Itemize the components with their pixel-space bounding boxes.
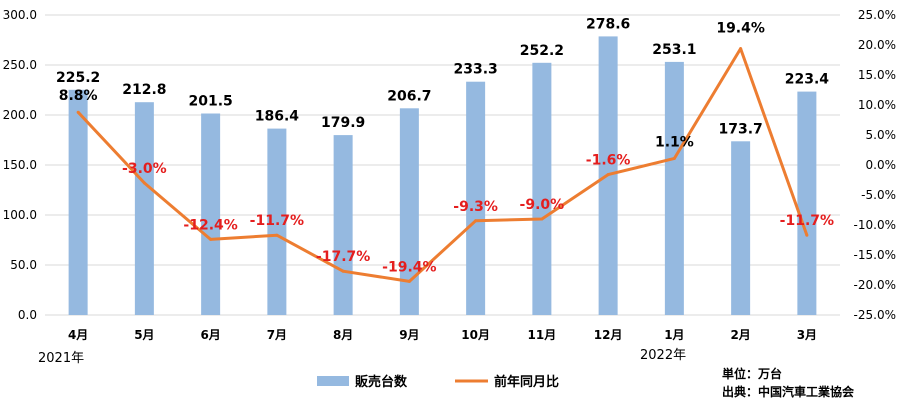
bar-value-label: 225.2 bbox=[56, 70, 100, 86]
yoy-value-label: 1.1% bbox=[655, 134, 694, 150]
bar bbox=[797, 91, 817, 315]
category-label: 7月 bbox=[267, 328, 287, 342]
category-label: 11月 bbox=[528, 328, 557, 342]
yoy-value-label: 19.4% bbox=[716, 21, 765, 37]
grid-layer bbox=[45, 14, 840, 316]
yoy-value-label: -12.4% bbox=[183, 217, 237, 233]
bar bbox=[333, 135, 353, 315]
bar bbox=[201, 113, 221, 315]
bar-value-label: 278.6 bbox=[586, 16, 630, 32]
yoy-value-label: -17.7% bbox=[316, 249, 370, 265]
yoy-value-label: -11.7% bbox=[780, 213, 834, 229]
bar-value-label: 252.2 bbox=[520, 43, 564, 59]
bar-value-label: 253.1 bbox=[652, 42, 696, 58]
line-point bbox=[606, 173, 610, 177]
yoy-value-label: -19.4% bbox=[382, 259, 436, 275]
line-point bbox=[76, 110, 80, 114]
bar bbox=[267, 128, 287, 315]
year-label-2021: 2021年 bbox=[38, 351, 84, 366]
line-point bbox=[275, 233, 279, 237]
labels-layer: 225.2 212.8 201.5 186.4 179.9 206.7 233.3 252.2… bbox=[56, 16, 834, 275]
left-tick-label: 0.0 bbox=[18, 308, 37, 322]
category-label: 8月 bbox=[333, 328, 353, 342]
line-point bbox=[407, 279, 411, 283]
legend: 販売台数 前年同月比 bbox=[317, 374, 559, 390]
year-label-2022: 2022年 bbox=[640, 348, 686, 363]
category-axis: 4月 5月 6月 7月 8月 9月 10月 11月 12月 1月 2月 3月 bbox=[68, 328, 817, 342]
right-tick-label: 25.0% bbox=[858, 8, 896, 22]
left-tick-label: 300.0 bbox=[3, 8, 37, 22]
left-tick-label: 150.0 bbox=[3, 158, 37, 172]
bar-value-label: 206.7 bbox=[387, 88, 431, 104]
right-tick-label: -20.0% bbox=[854, 278, 896, 292]
left-tick-label: 100.0 bbox=[3, 208, 37, 222]
right-tick-label: -10.0% bbox=[854, 218, 896, 232]
unit-note: 単位：万台 bbox=[722, 366, 782, 381]
line-point bbox=[142, 181, 146, 185]
yoy-value-label: -11.7% bbox=[250, 213, 304, 229]
right-axis: -25.0% -20.0% -15.0% -10.0% -5.0% 0.0% 5.0% 10.… bbox=[854, 8, 896, 322]
yoy-value-label: -9.3% bbox=[453, 199, 498, 215]
right-tick-label: 15.0% bbox=[858, 68, 896, 82]
legend-bar-label: 販売台数 bbox=[355, 374, 408, 390]
left-tick-label: 200.0 bbox=[3, 108, 37, 122]
yoy-value-label: 8.8% bbox=[59, 88, 98, 104]
line-point bbox=[341, 269, 345, 273]
bar bbox=[134, 102, 154, 315]
yoy-value-label: -3.0% bbox=[122, 161, 167, 177]
category-label: 6月 bbox=[200, 328, 220, 342]
yoy-value-label: -1.6% bbox=[586, 153, 631, 169]
category-label: 9月 bbox=[399, 328, 419, 342]
right-tick-label: -25.0% bbox=[854, 308, 896, 322]
category-label: 12月 bbox=[594, 328, 623, 342]
right-tick-label: -15.0% bbox=[854, 248, 896, 262]
bar bbox=[532, 62, 552, 315]
right-tick-label: 10.0% bbox=[858, 98, 896, 112]
right-tick-label: 5.0% bbox=[866, 128, 897, 142]
source-note: 出典：中国汽車工業協会 bbox=[722, 384, 855, 399]
bar-value-label: 186.4 bbox=[255, 109, 300, 125]
category-label: 4月 bbox=[68, 328, 88, 342]
legend-bar-swatch bbox=[317, 376, 349, 386]
line-point bbox=[209, 237, 213, 241]
line-point bbox=[805, 233, 809, 237]
line-layer bbox=[76, 47, 809, 283]
right-tick-label: 20.0% bbox=[858, 38, 896, 52]
bar-value-label: 201.5 bbox=[188, 94, 232, 110]
line-point bbox=[739, 47, 743, 51]
line-point bbox=[540, 217, 544, 221]
bar-value-label: 212.8 bbox=[122, 82, 166, 98]
right-tick-label: -5.0% bbox=[861, 188, 896, 202]
bar-value-label: 233.3 bbox=[453, 62, 497, 78]
bar bbox=[399, 108, 419, 315]
category-label: 5月 bbox=[134, 328, 154, 342]
yoy-value-label: -9.0% bbox=[520, 197, 565, 213]
right-tick-label: 0.0% bbox=[866, 158, 897, 172]
left-tick-label: 250.0 bbox=[3, 58, 37, 72]
bar-value-label: 223.4 bbox=[785, 72, 830, 88]
category-label: 10月 bbox=[461, 328, 490, 342]
bars-layer bbox=[68, 36, 817, 316]
bar bbox=[68, 89, 88, 315]
category-label: 2月 bbox=[730, 328, 750, 342]
line-point bbox=[672, 156, 676, 160]
bar-value-label: 179.9 bbox=[321, 115, 365, 131]
category-label: 1月 bbox=[664, 328, 684, 342]
yoy-line bbox=[77, 47, 809, 283]
line-point bbox=[474, 219, 478, 223]
left-tick-label: 50.0 bbox=[10, 258, 37, 272]
bar bbox=[664, 61, 684, 316]
bar-value-label: 173.7 bbox=[718, 121, 762, 137]
legend-line-label: 前年同月比 bbox=[494, 374, 559, 390]
category-label: 3月 bbox=[797, 328, 817, 342]
left-axis: 0.0 50.0 100.0 150.0 200.0 250.0 300.0 bbox=[3, 8, 37, 322]
bar bbox=[466, 81, 486, 315]
bar bbox=[731, 141, 751, 315]
